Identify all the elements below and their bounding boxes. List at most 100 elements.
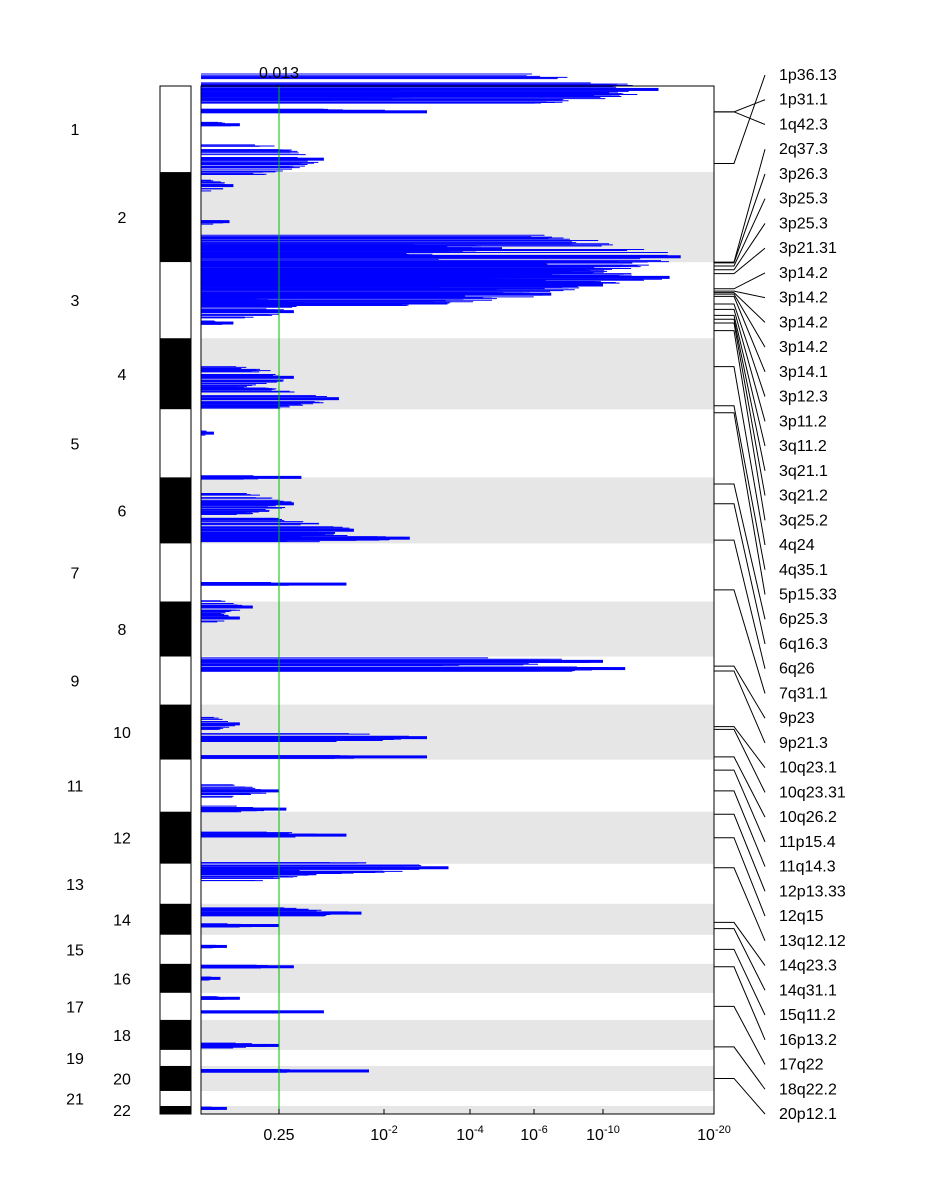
ideogram-chr-10: [160, 704, 191, 760]
peak-label-33: 12p13.33: [779, 883, 846, 900]
peak-label-11: 3p14.2: [779, 339, 828, 356]
peak-bar-42: [201, 1010, 324, 1014]
x-tick-exp-1: -2: [388, 1124, 398, 1136]
ideogram-chr-17: [160, 992, 191, 1020]
peak-label-25: 7q31.1: [779, 685, 828, 702]
peak-bar-25: [201, 616, 240, 620]
peak-bar-18: [201, 431, 214, 435]
peak-bar-33: [201, 833, 347, 837]
peak-leader-12: [714, 295, 766, 373]
peak-label-16: 3q21.1: [779, 463, 828, 480]
chromosome-label-2: 2: [118, 210, 127, 227]
peak-bar-4: [201, 157, 324, 161]
peak-label-8: 3p14.2: [779, 265, 828, 282]
peak-bar-35: [201, 872, 317, 876]
x-tick-exp-4: -10: [604, 1124, 620, 1136]
peak-label-9: 3p14.2: [779, 290, 828, 307]
chromosome-label-16: 16: [113, 971, 131, 988]
peak-label-1: 1p31.1: [779, 92, 828, 109]
x-tick-base-3: 10: [520, 1127, 538, 1144]
peak-label-29: 10q23.31: [779, 784, 846, 801]
peak-label-21: 5p15.33: [779, 587, 837, 604]
peak-leader-34: [714, 837, 766, 917]
peak-bar-29: [201, 736, 427, 740]
peak-bar-5: [201, 184, 234, 188]
peak-label-5: 3p25.3: [779, 191, 828, 208]
x-tick-label-0: 0.25: [263, 1127, 294, 1144]
x-axis-ticks: 0.25 10-2 10-4 10-6 10-10 10-20: [263, 1109, 731, 1144]
amplification-segments: [201, 73, 681, 1110]
peak-leader-9: [714, 290, 766, 299]
peak-bar-41: [201, 996, 240, 1000]
ideogram-chr-22: [160, 1105, 191, 1114]
peak-leader-0: [714, 74, 766, 164]
ideogram-chr-4: [160, 338, 191, 410]
peak-label-18: 3q25.2: [779, 512, 828, 529]
peak-label-2: 1q42.3: [779, 116, 828, 133]
peak-leader-13: [714, 303, 766, 397]
peak-label-7: 3p21.31: [779, 240, 837, 257]
chromosome-label-5: 5: [71, 436, 80, 453]
x-tick-base-2: 10: [456, 1127, 474, 1144]
x-tick-exp-2: -4: [474, 1124, 484, 1136]
ideogram-chr-15: [160, 934, 191, 964]
x-tick-label-4: 10-10: [586, 1124, 620, 1144]
ideogram-chr-18: [160, 1019, 191, 1050]
chromosome-bands: [201, 172, 714, 1114]
peak-leader-14: [714, 308, 766, 422]
chromosome-label-17: 17: [66, 999, 84, 1016]
peak-leader-1: [714, 99, 766, 113]
band-chr-18: [201, 1019, 714, 1050]
peak-bar-44: [201, 1069, 369, 1073]
peak-leader-36: [714, 921, 766, 966]
peak-bar-31: [201, 789, 279, 793]
x-tick-label-3: 10-6: [520, 1124, 548, 1144]
peak-label-20: 4q35.1: [779, 562, 828, 579]
peak-bar-38: [201, 944, 227, 948]
peak-bar-8: [201, 255, 681, 259]
peak-leader-15: [714, 314, 766, 447]
chromosome-label-8: 8: [118, 622, 127, 639]
ideogram-chr-6: [160, 477, 191, 544]
peak-leader-4: [714, 173, 766, 264]
chromosome-label-13: 13: [66, 877, 84, 894]
peak-label-34: 12q15: [779, 908, 824, 925]
chromosome-label-9: 9: [71, 674, 80, 691]
ideogram-chr-14: [160, 903, 191, 935]
peak-leader-20: [714, 405, 766, 570]
peak-bar-19: [201, 475, 302, 479]
peak-label-19: 4q24: [779, 537, 815, 554]
peak-leader-16: [714, 318, 766, 471]
peak-leader-17: [714, 322, 766, 496]
chromosome-label-19: 19: [66, 1051, 84, 1068]
plot-frame: [200, 85, 715, 1115]
chromosome-label-1: 1: [71, 122, 80, 139]
peak-leader-24: [714, 539, 766, 669]
peak-label-10: 3p14.2: [779, 314, 828, 331]
peak-label-27: 9p21.3: [779, 735, 828, 752]
peak-leader-23: [714, 503, 766, 645]
peak-bar-23: [201, 582, 347, 586]
peak-label-39: 16p13.2: [779, 1032, 837, 1049]
chromosome-label-20: 20: [113, 1071, 131, 1088]
peak-label-36: 14q23.3: [779, 958, 837, 975]
chromosome-label-15: 15: [66, 942, 84, 959]
chromosome-label-22: 22: [113, 1103, 131, 1120]
x-tick-base-4: 10: [586, 1127, 604, 1144]
peak-label-38: 15q11.2: [779, 1007, 836, 1024]
x-tick-label-2: 10-4: [456, 1124, 484, 1144]
peak-bar-32: [201, 807, 287, 811]
peak-leader-33: [714, 813, 766, 892]
band-chr-12: [201, 811, 714, 864]
peak-bar-37: [201, 924, 279, 928]
peak-label-40: 17q22: [779, 1057, 824, 1074]
peak-label-0: 1p36.13: [779, 67, 837, 84]
ideogram-chr-2: [160, 172, 191, 263]
peak-leader-18: [714, 330, 766, 521]
ideogram-chr-7: [160, 543, 191, 602]
ideogram-chr-16: [160, 963, 191, 993]
peak-leader-5: [714, 198, 766, 267]
peak-bar-27: [201, 667, 626, 671]
peak-bar-3: [201, 123, 240, 127]
peak-leader-31: [714, 769, 766, 843]
